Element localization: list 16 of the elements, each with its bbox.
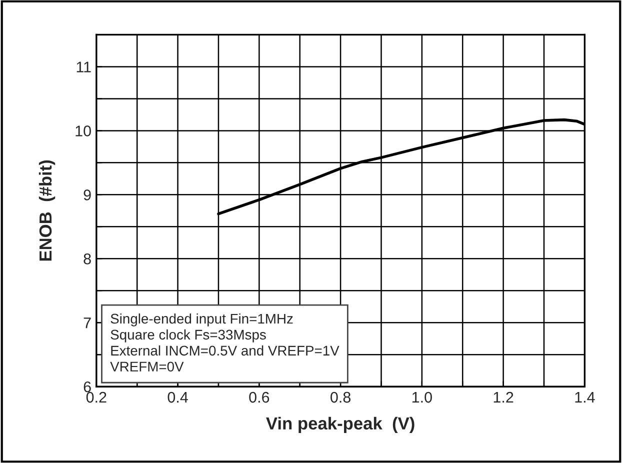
x-tick-label: 1.4 [575, 392, 595, 403]
x-tick-label: 1.2 [494, 392, 514, 403]
x-axis-title: Vin peak-peak (V) [266, 416, 414, 434]
x-tick-label: 0.4 [168, 392, 188, 403]
x-tick-label: 0.8 [330, 392, 350, 403]
x-tick-label: 0.6 [249, 392, 270, 403]
x-tick-label: 1.0 [412, 392, 432, 403]
y-tick-label: 9 [84, 190, 91, 200]
y-tick-label: 10 [76, 126, 91, 136]
y-tick-label: 6 [84, 381, 91, 392]
y-axis-title: ENOB (#bit) [38, 160, 56, 261]
y-tick-label: 7 [84, 318, 91, 328]
y-tick-label: 8 [84, 254, 91, 264]
annotation: Single-ended input Fin=1MHz Square clock Fs=33Msps External INCM=0.5V and VREFP=1V VREFM=0V [110, 313, 340, 372]
y-tick-label: 11 [76, 62, 91, 72]
x-tick-label: 0.2 [86, 392, 106, 403]
